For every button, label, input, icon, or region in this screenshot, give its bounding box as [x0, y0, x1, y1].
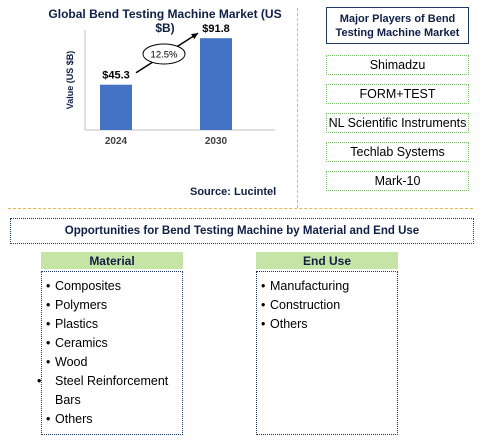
y-axis-label: Value (US $B): [65, 51, 75, 110]
x-tick-label: 2024: [105, 136, 128, 147]
source-label: Source: Lucintel: [190, 186, 277, 198]
list-item: • Plastics: [46, 317, 99, 331]
list-item: • Polymers: [46, 298, 108, 312]
player-item: FORM+TEST: [326, 84, 469, 104]
material-list: • Composites • Polymers • Plastics • Ceramic…: [37, 271, 183, 435]
chart-title: Global Bend Testing Machine Market (US $…: [48, 7, 282, 35]
bar-value-label: $45.3: [102, 70, 130, 82]
horizontal-divider: [8, 208, 473, 209]
player-item: Shimadzu: [326, 55, 469, 75]
x-tick-label: 2030: [205, 136, 228, 147]
list-item: • Others: [46, 412, 93, 426]
vertical-divider: [297, 8, 298, 208]
cagr-label: 12.5%: [151, 49, 178, 60]
bar: [100, 84, 132, 130]
end-use-header: End Use: [256, 252, 398, 269]
material-header: Material: [41, 252, 183, 269]
list-item: • Steel Reinforcement Bars: [37, 374, 169, 407]
end-use-list: • Manufacturing • Construction • Others: [256, 271, 398, 435]
list-item: • Others: [261, 317, 308, 331]
players-title: Major Players of Bend Testing Machine Ma…: [326, 7, 469, 44]
player-item: Mark-10: [326, 171, 469, 191]
bar: [200, 38, 232, 131]
bar-value-label: $91.8: [202, 23, 230, 35]
list-item: • Manufacturing: [261, 279, 350, 293]
bar-chart: Value (US $B) $45.3 2024 $91.8 2030 12.5%: [65, 23, 275, 147]
list-item: • Construction: [261, 298, 341, 312]
player-item: Techlab Systems: [326, 142, 469, 162]
player-item: NL Scientific Instruments: [326, 113, 469, 133]
list-item: • Wood: [46, 355, 88, 369]
list-item: • Ceramics: [46, 336, 108, 350]
opportunities-title: Opportunities for Bend Testing Machine b…: [10, 218, 474, 244]
growth-ellipse: [142, 43, 186, 65]
growth-arrow-head: [191, 33, 198, 40]
list-item: • Composites: [46, 279, 121, 293]
